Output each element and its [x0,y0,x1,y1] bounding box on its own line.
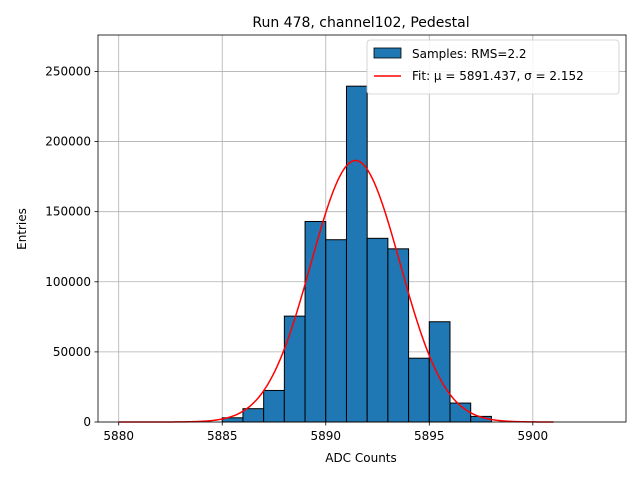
chart-title: Run 478, channel102, Pedestal [252,15,469,31]
x-tick-label: 5900 [518,429,549,443]
legend-box [366,39,620,95]
y-tick-label: 250000 [45,64,91,78]
legend-label-samples: Samples: RMS=2.2 [412,47,527,61]
y-tick-label: 200000 [45,135,91,149]
y-tick-label: 0 [83,415,91,429]
legend: Samples: RMS=2.2 Fit: μ = 5891.437, σ = … [366,39,620,95]
histogram-bar [408,357,430,423]
histogram-bar [345,85,368,423]
x-tick-label: 5885 [207,429,238,443]
x-tick-label: 5890 [310,429,341,443]
histogram-bar [366,237,389,423]
x-tick-label: 5880 [103,429,134,443]
x-axis-ticks: 5880 5885 5890 5895 5900 [103,422,548,443]
histogram-bar [387,248,410,423]
y-tick-label: 50000 [53,345,91,359]
histogram-bar [304,220,327,423]
histogram-bar [283,315,306,423]
y-axis-ticks: 0 50000 100000 150000 200000 250000 [45,64,98,429]
histogram-bars [221,85,492,423]
y-axis-label: Entries [15,208,29,250]
legend-patch-samples [373,47,402,59]
axes-frame [97,34,627,423]
x-axis-label: ADC Counts [325,451,397,465]
y-tick-label: 100000 [45,275,91,289]
histogram-bar [242,408,265,423]
histogram-bar [325,239,347,423]
histogram-bar [263,389,285,423]
histogram-bar [428,321,451,423]
y-tick-label: 150000 [45,205,91,219]
legend-label-fit: Fit: μ = 5891.437, σ = 2.152 [412,69,584,83]
x-tick-label: 5895 [414,429,445,443]
